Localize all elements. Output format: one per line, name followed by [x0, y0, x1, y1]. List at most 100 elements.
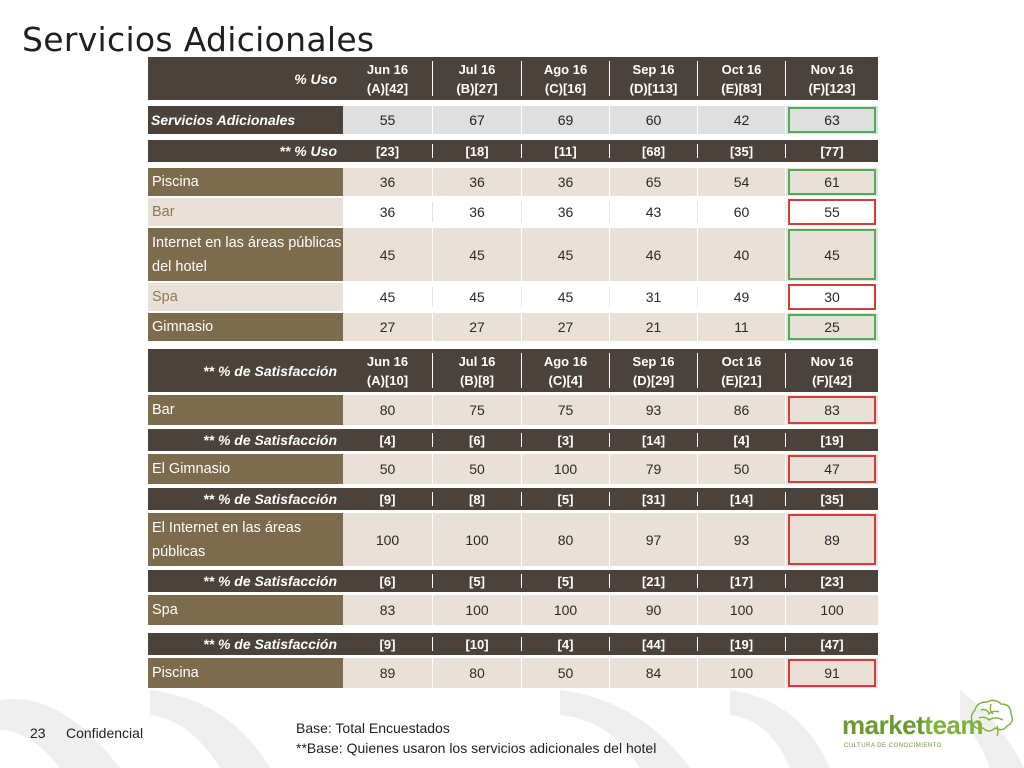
satisfaccion-value-cell: 50 — [522, 658, 609, 688]
cell-separator — [521, 287, 522, 307]
cell-separator — [785, 317, 786, 337]
uso-value-cell: 45 — [343, 283, 432, 311]
uso-value-cell: 46 — [610, 228, 697, 281]
uso-value-cell: 54 — [698, 168, 785, 196]
column-month: Sep 16 — [632, 353, 675, 369]
cell-separator — [785, 144, 786, 158]
uso-value-cell: 45 — [522, 228, 609, 281]
base-value-cell: [4] — [733, 432, 750, 448]
column-code: (E)[21] — [721, 372, 762, 388]
cell-separator — [785, 287, 786, 307]
cell-separator — [785, 517, 786, 562]
base-value-cell: [18] — [465, 143, 489, 159]
cell-separator — [432, 202, 433, 222]
cell-separator — [521, 662, 522, 684]
uso-value-cell: 25 — [786, 313, 878, 341]
satisfaccion-value-cell: 100 — [786, 595, 878, 625]
satisfaccion-value-cell: 83 — [343, 595, 432, 625]
cell-separator — [609, 110, 610, 130]
summary-value-cell: 55 — [343, 106, 432, 134]
page-title: Servicios Adicionales — [22, 20, 375, 59]
satisfaccion-value-cell: 100 — [433, 595, 521, 625]
satisfaccion-value-cell: 50 — [343, 454, 432, 484]
uso-row: Bar 36 36 36 43 60 55 — [148, 198, 878, 226]
header-row-uso-base: ** % Uso [23] [18] [11] [68] [35] [77] — [148, 140, 878, 162]
base-value-cell: [5] — [469, 573, 485, 589]
cell-separator — [785, 599, 786, 621]
header-column-cell: Nov 16 (F)[123] — [786, 57, 878, 100]
cell-separator — [521, 399, 522, 421]
base-value-cell: [19] — [820, 432, 844, 448]
uso-row: Gimnasio 27 27 27 21 11 25 — [148, 313, 878, 341]
satisfaccion-value-cell: 80 — [522, 513, 609, 566]
cell-separator — [609, 144, 610, 158]
base-value-cell: [5] — [557, 573, 574, 589]
base-value-cell: [35] — [820, 491, 844, 507]
satisfaccion-row: Bar 80 75 75 93 86 83 — [148, 395, 878, 425]
column-code: (B)[8] — [460, 372, 494, 388]
satisfaccion-value-cell: 97 — [610, 513, 697, 566]
cell-separator — [785, 61, 786, 96]
column-code: (A)[10] — [366, 372, 409, 388]
base-note: Base: Total Encuestados **Base: Quienes … — [296, 718, 656, 758]
cell-separator — [785, 110, 786, 130]
cell-separator — [697, 232, 698, 277]
column-code: (C)[4] — [548, 372, 583, 388]
cell-separator — [521, 144, 522, 158]
satisfaccion-row: El Gimnasio 50 50 100 79 50 47 — [148, 454, 878, 484]
base-value-cell: [31] — [641, 491, 666, 507]
uso-row-label: Internet en las áreas públicas del hotel — [148, 228, 343, 281]
sat-header-column-cell: Jun 16 (A)[10] — [343, 349, 432, 392]
cell-separator — [785, 232, 786, 277]
uso-value-cell: 49 — [698, 283, 785, 311]
cell-separator — [432, 662, 433, 684]
cell-separator — [521, 202, 522, 222]
header-column-cell: Ago 16 (C)[16] — [522, 57, 609, 100]
uso-value-cell: 43 — [610, 198, 697, 226]
satisfaccion-value-cell: 75 — [522, 395, 609, 425]
header-label-uso: % Uso — [294, 70, 337, 87]
cell-separator — [609, 574, 610, 588]
satisfaccion-row: El Internet en las áreas públicas 100 100 8… — [148, 513, 878, 566]
summary-label: Servicios Adicionales — [148, 106, 343, 134]
cell-separator — [432, 492, 433, 506]
cell-separator — [432, 458, 433, 480]
uso-value-cell: 55 — [786, 198, 878, 226]
cell-separator — [521, 574, 522, 588]
satisfaccion-value-cell: 84 — [610, 658, 697, 688]
cell-separator — [609, 458, 610, 480]
header-row-satisfaccion-base: ** % de Satisfacción [9] [10] [4] [44] [19] [4… — [148, 633, 878, 655]
base-value-cell: [5] — [557, 491, 574, 507]
cell-separator — [609, 202, 610, 222]
cell-separator — [432, 287, 433, 307]
satisfaccion-row-label: El Gimnasio — [148, 454, 343, 484]
cell-separator — [521, 61, 522, 96]
uso-row-label: Gimnasio — [148, 313, 343, 341]
base-value-cell: [23] — [820, 573, 844, 589]
sat-header-column-cell: Ago 16 (C)[4] — [522, 349, 609, 392]
satisfaccion-value-cell: 50 — [698, 454, 785, 484]
uso-value-cell: 36 — [433, 198, 521, 226]
cell-separator — [785, 574, 786, 588]
uso-value-cell: 45 — [522, 283, 609, 311]
cell-separator — [785, 492, 786, 506]
base-value-cell: [23] — [375, 143, 400, 159]
cell-separator — [609, 637, 610, 651]
cell-separator — [697, 61, 698, 96]
logo-wordmark: marketteam — [842, 710, 983, 741]
base-value-cell: [11] — [554, 143, 577, 159]
cell-separator — [521, 110, 522, 130]
cell-separator — [609, 433, 610, 447]
satisfaccion-row-label: El Internet en las áreas públicas — [148, 513, 343, 566]
base-value-cell: [21] — [641, 573, 666, 589]
uso-value-cell: 36 — [343, 168, 432, 196]
cell-separator — [697, 517, 698, 562]
cell-separator — [609, 517, 610, 562]
satisfaccion-row: Spa 83 100 100 90 100 100 — [148, 595, 878, 625]
base-value-cell: [35] — [729, 143, 754, 159]
header-column-cell: Jul 16 (B)[27] — [433, 57, 521, 100]
cell-separator — [609, 61, 610, 96]
base-value-cell: [14] — [641, 432, 666, 448]
cell-separator — [521, 433, 522, 447]
uso-value-cell: 45 — [343, 228, 432, 281]
